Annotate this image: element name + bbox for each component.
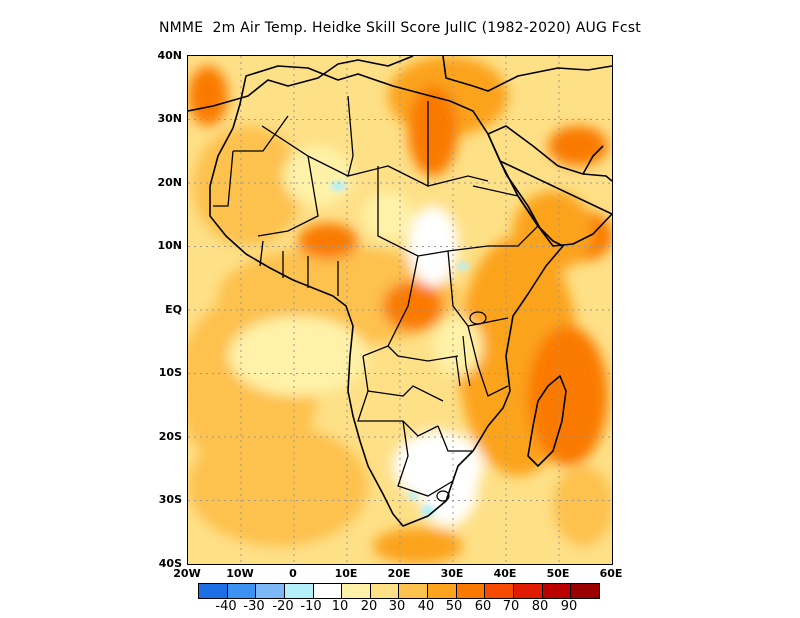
colorbar-label: 90: [560, 599, 578, 614]
colorbar-cell: [256, 584, 285, 598]
country-borders: [213, 95, 539, 497]
colorbar-cell: [399, 584, 429, 598]
colorbar-cell: [542, 584, 572, 598]
colorbar-label: 50: [445, 599, 463, 614]
colorbar-label: -20: [272, 599, 294, 614]
colorbar: [198, 583, 600, 599]
lat-label-20s: 20S: [158, 430, 182, 443]
colorbar-cell: [313, 584, 343, 598]
lat-label-30n: 30N: [157, 112, 182, 125]
map-title: NMME 2m Air Temp. Heidke Skill Score Jul…: [158, 20, 641, 36]
colorbar-label: 40: [417, 599, 435, 614]
lon-label-0: 0: [289, 567, 297, 580]
colorbar-cell: [199, 584, 228, 598]
lon-label-30e: 30E: [440, 567, 464, 580]
lat-label-40s: 40S: [158, 557, 182, 570]
colorbar-cell: [456, 584, 486, 598]
colorbar-label: 70: [502, 599, 520, 614]
lon-label-60e: 60E: [599, 567, 623, 580]
lon-label-10w: 10W: [226, 567, 254, 580]
lon-label-20e: 20E: [387, 567, 411, 580]
lat-label-30s: 30S: [158, 493, 182, 506]
lon-label-50e: 50E: [546, 567, 570, 580]
colorbar-label: 80: [531, 599, 549, 614]
colorbar-cell: [370, 584, 400, 598]
colorbar-cell: [428, 584, 457, 598]
skill-score-map: [188, 56, 612, 564]
colorbar-cell: [227, 584, 257, 598]
colorbar-cell: [485, 584, 515, 598]
coastlines: [188, 56, 612, 527]
colorbar-label: -40: [215, 599, 237, 614]
colorbar-label: 30: [388, 599, 406, 614]
lat-label-20n: 20N: [157, 176, 182, 189]
colorbar-label: 20: [360, 599, 378, 614]
skill-shading: [188, 56, 612, 564]
lon-label-40e: 40E: [493, 567, 517, 580]
colorbar-label: 60: [474, 599, 492, 614]
lon-label-20w: 20W: [173, 567, 201, 580]
lon-label-10e: 10E: [334, 567, 358, 580]
lat-label-10s: 10S: [158, 366, 182, 379]
colorbar-cell: [571, 584, 599, 598]
colorbar-label: 10: [331, 599, 349, 614]
colorbar-cell: [514, 584, 543, 598]
colorbar-label: -10: [300, 599, 322, 614]
lat-label-eq: EQ: [165, 303, 182, 316]
colorbar-label: -30: [243, 599, 265, 614]
colorbar-cell: [342, 584, 371, 598]
lat-label-40n: 40N: [157, 49, 182, 62]
lakes: [436, 311, 487, 502]
lat-label-10n: 10N: [157, 239, 182, 252]
colorbar-cell: [284, 584, 314, 598]
map-panel: [187, 55, 613, 565]
